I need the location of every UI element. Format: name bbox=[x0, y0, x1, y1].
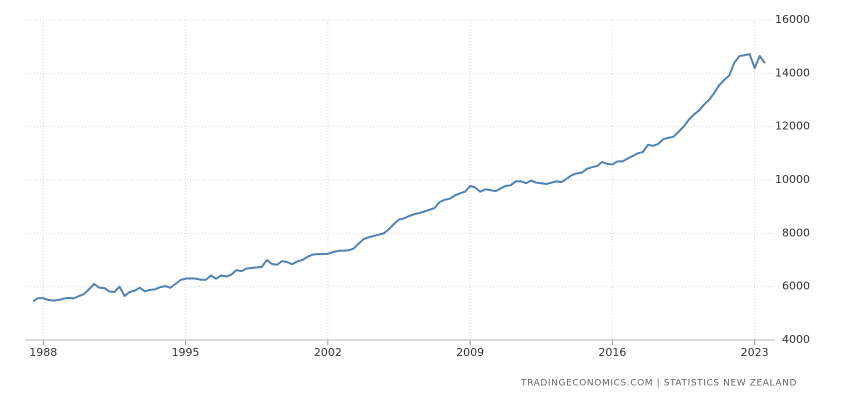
x-tick-label: 1988 bbox=[29, 346, 57, 359]
y-tick-label: 8000 bbox=[782, 226, 810, 239]
y-tick-label: 6000 bbox=[782, 280, 810, 293]
x-tick-label: 2009 bbox=[456, 346, 484, 359]
x-tick-label: 2016 bbox=[598, 346, 626, 359]
y-tick-label: 14000 bbox=[775, 66, 810, 79]
x-tick-label: 1995 bbox=[172, 346, 200, 359]
source: TRADINGECONOMICS.COM | STATISTICS NEW ZE… bbox=[520, 379, 797, 389]
x-tick-label: 2002 bbox=[314, 346, 342, 359]
y-tick-label: 10000 bbox=[775, 173, 810, 186]
y-tick-label: 4000 bbox=[782, 333, 810, 346]
y-tick-label: 16000 bbox=[775, 13, 810, 26]
y-tick-label: 12000 bbox=[775, 120, 810, 133]
line bbox=[32, 53, 766, 303]
x-tick-label: 2023 bbox=[741, 346, 769, 359]
